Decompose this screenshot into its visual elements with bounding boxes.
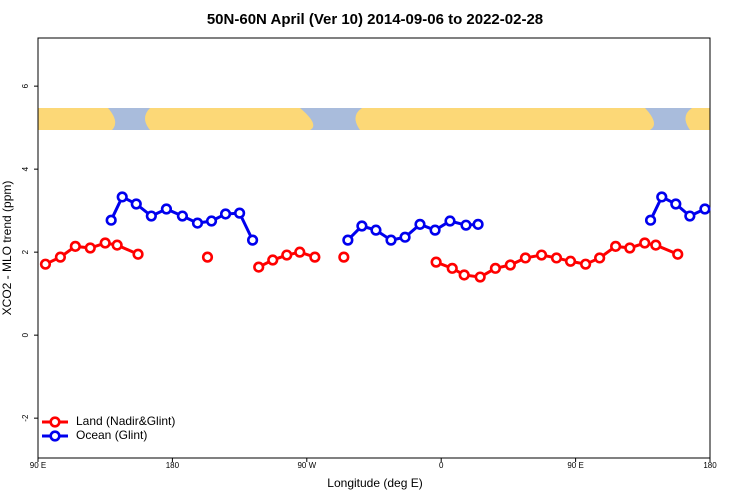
y-tick-label: 6 [21, 83, 30, 88]
data-point [132, 248, 144, 260]
data-point [670, 198, 682, 210]
data-point [84, 242, 96, 254]
data-point [672, 248, 684, 260]
legend-label: Land (Nadir&Glint) [76, 414, 175, 428]
data-point [111, 239, 123, 251]
data-point [116, 191, 128, 203]
plot-frame [37, 37, 711, 459]
data-point [234, 207, 246, 219]
data-point [356, 220, 368, 232]
data-point [342, 234, 354, 246]
legend-label: Ocean (Glint) [76, 428, 147, 442]
legend-marker [49, 416, 61, 428]
data-point [430, 256, 442, 268]
data-point [684, 210, 696, 222]
data-point [370, 224, 382, 236]
data-point [429, 224, 441, 236]
x-tick-label: 90 E [30, 461, 46, 470]
data-point [594, 252, 606, 264]
x-tick-label: 90 E [567, 461, 583, 470]
data-point [176, 210, 189, 222]
data-point [460, 219, 472, 231]
x-tick-label: 180 [703, 461, 717, 470]
data-point [535, 249, 548, 261]
data-point [489, 262, 502, 274]
data-point [624, 242, 636, 254]
data-point [458, 269, 470, 281]
data-point [294, 246, 306, 258]
data-point [385, 234, 397, 246]
data-point [69, 240, 81, 252]
data-point [191, 217, 204, 229]
data-point [99, 237, 111, 249]
data-point [281, 249, 293, 261]
data-point [550, 252, 563, 264]
y-axis-label: XCO2 - MLO trend (ppm) [0, 181, 14, 316]
data-point [145, 210, 157, 222]
map-strip [38, 108, 710, 130]
data-point [267, 254, 279, 266]
data-point [201, 251, 214, 263]
data-point [644, 214, 657, 226]
data-point [650, 239, 662, 251]
data-point [656, 191, 668, 203]
x-tick-label: 90 W [297, 461, 316, 470]
data-point [39, 258, 52, 270]
data-point [610, 240, 622, 252]
x-axis-label: Longitude (deg E) [327, 476, 422, 490]
data-point [444, 215, 456, 227]
data-point [474, 271, 486, 283]
data-point [580, 258, 592, 270]
series [39, 237, 684, 283]
data-point [639, 237, 651, 249]
data-point [519, 252, 532, 264]
y-tick-label: 0 [21, 332, 30, 337]
data-point [160, 203, 173, 215]
data-point [472, 218, 484, 230]
data-point [205, 215, 218, 227]
x-tick-label: 0 [439, 461, 444, 470]
data-point [219, 208, 232, 220]
data-point [130, 198, 142, 210]
data-point [504, 259, 516, 271]
data-point [105, 214, 117, 226]
chart-title: 50N-60N April (Ver 10) 2014-09-06 to 202… [207, 11, 543, 28]
data-point [338, 251, 350, 263]
data-point [564, 255, 577, 267]
y-tick-label: 4 [21, 166, 30, 171]
data-point [309, 251, 321, 263]
series [105, 191, 711, 246]
data-point [399, 231, 411, 243]
data-point [414, 218, 426, 230]
data-point [446, 262, 458, 274]
data-point [246, 234, 259, 246]
legend-marker [49, 430, 61, 442]
data-point [253, 261, 265, 273]
x-tick-label: 180 [166, 461, 180, 470]
data-point [699, 203, 711, 215]
y-tick-label: 2 [21, 249, 30, 254]
y-tick-label: -2 [21, 414, 30, 422]
data-point [54, 251, 67, 263]
